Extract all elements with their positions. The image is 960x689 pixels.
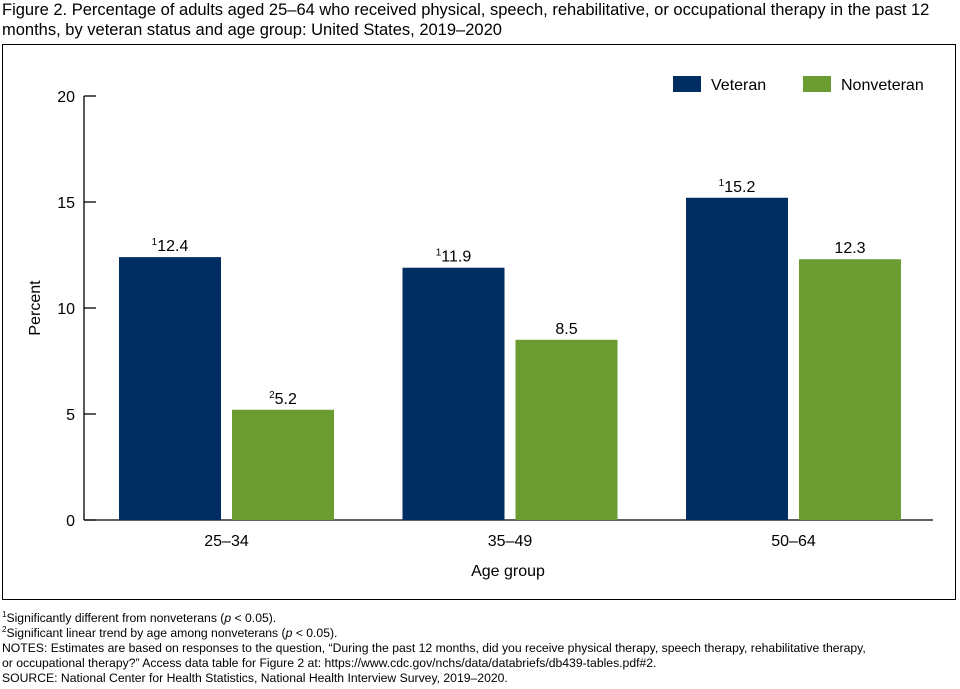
- data-label: 115.2: [719, 178, 756, 196]
- notes-line-2: or occupational therapy?” Access data ta…: [2, 656, 657, 670]
- data-label-value: 15.2: [724, 179, 755, 196]
- y-tick-label: 0: [66, 513, 75, 530]
- bar-veteran: [686, 197, 788, 520]
- x-tick-label: 50–64: [771, 533, 816, 550]
- bar-veteran: [119, 257, 221, 520]
- data-label: 112.4: [152, 237, 189, 255]
- footnote-1-marker: 1: [2, 610, 7, 619]
- source-line: SOURCE: National Center for Health Stati…: [2, 671, 508, 685]
- footnote-1-text-a: Significantly different from nonveterans…: [6, 611, 225, 625]
- legend-swatch-nonveteran: [803, 76, 831, 92]
- data-label: 8.5: [555, 321, 577, 338]
- data-label-superscript: 2: [269, 390, 275, 401]
- x-axis-label: Age group: [471, 563, 545, 580]
- data-label: 12.3: [834, 240, 865, 257]
- footnote-2: 2Significant linear trend by age among n…: [2, 626, 957, 641]
- footnote-1-text-b: < 0.05).: [231, 611, 277, 625]
- y-tick-label: 10: [57, 301, 75, 318]
- data-label-value: 5.2: [275, 391, 297, 408]
- figure-title: Figure 2. Percentage of adults aged 25–6…: [2, 1, 930, 39]
- x-tick-label: 35–49: [488, 533, 533, 550]
- footnote-2-text-a: Significant linear trend by age among no…: [6, 626, 286, 640]
- y-tick-label: 15: [57, 195, 75, 212]
- bar-nonveteran: [232, 409, 334, 520]
- bar-nonveteran: [515, 339, 618, 520]
- y-tick-label: 20: [57, 89, 75, 106]
- footnote-2-p: p: [285, 626, 293, 640]
- bar-nonveteran: [799, 259, 901, 520]
- data-label-superscript: 1: [152, 237, 158, 248]
- legend-swatch-veteran: [673, 76, 701, 92]
- y-axis-label: Percent: [27, 280, 44, 336]
- y-tick-label: 5: [66, 407, 75, 424]
- footnote-1: 1Significantly different from nonveteran…: [2, 611, 957, 626]
- data-label: 111.9: [436, 248, 472, 266]
- legend-label-nonveteran: Nonveteran: [841, 77, 924, 94]
- legend-label-veteran: Veteran: [711, 77, 766, 94]
- footnotes: 1Significantly different from nonveteran…: [2, 611, 957, 686]
- data-label-value: 11.9: [441, 249, 471, 266]
- footnote-2-marker: 2: [2, 625, 7, 634]
- footnote-1-p: p: [224, 611, 232, 625]
- data-label-value: 12.4: [157, 238, 188, 255]
- bar-veteran: [402, 267, 505, 520]
- data-label-superscript: 1: [719, 178, 725, 189]
- footnote-2-text-b: < 0.05).: [292, 626, 338, 640]
- data-label: 25.2: [269, 390, 297, 408]
- x-tick-label: 25–34: [204, 533, 249, 550]
- data-label-superscript: 1: [436, 248, 442, 259]
- notes-line-1: NOTES: Estimates are based on responses …: [2, 641, 866, 655]
- bar-chart: 05101520Percent112.425.225–34111.98.535–…: [27, 76, 933, 580]
- chart-frame: 0 5 10 15 20 Percent 112.4 25.2 25–34 111.9 8.5 35–…: [2, 44, 956, 600]
